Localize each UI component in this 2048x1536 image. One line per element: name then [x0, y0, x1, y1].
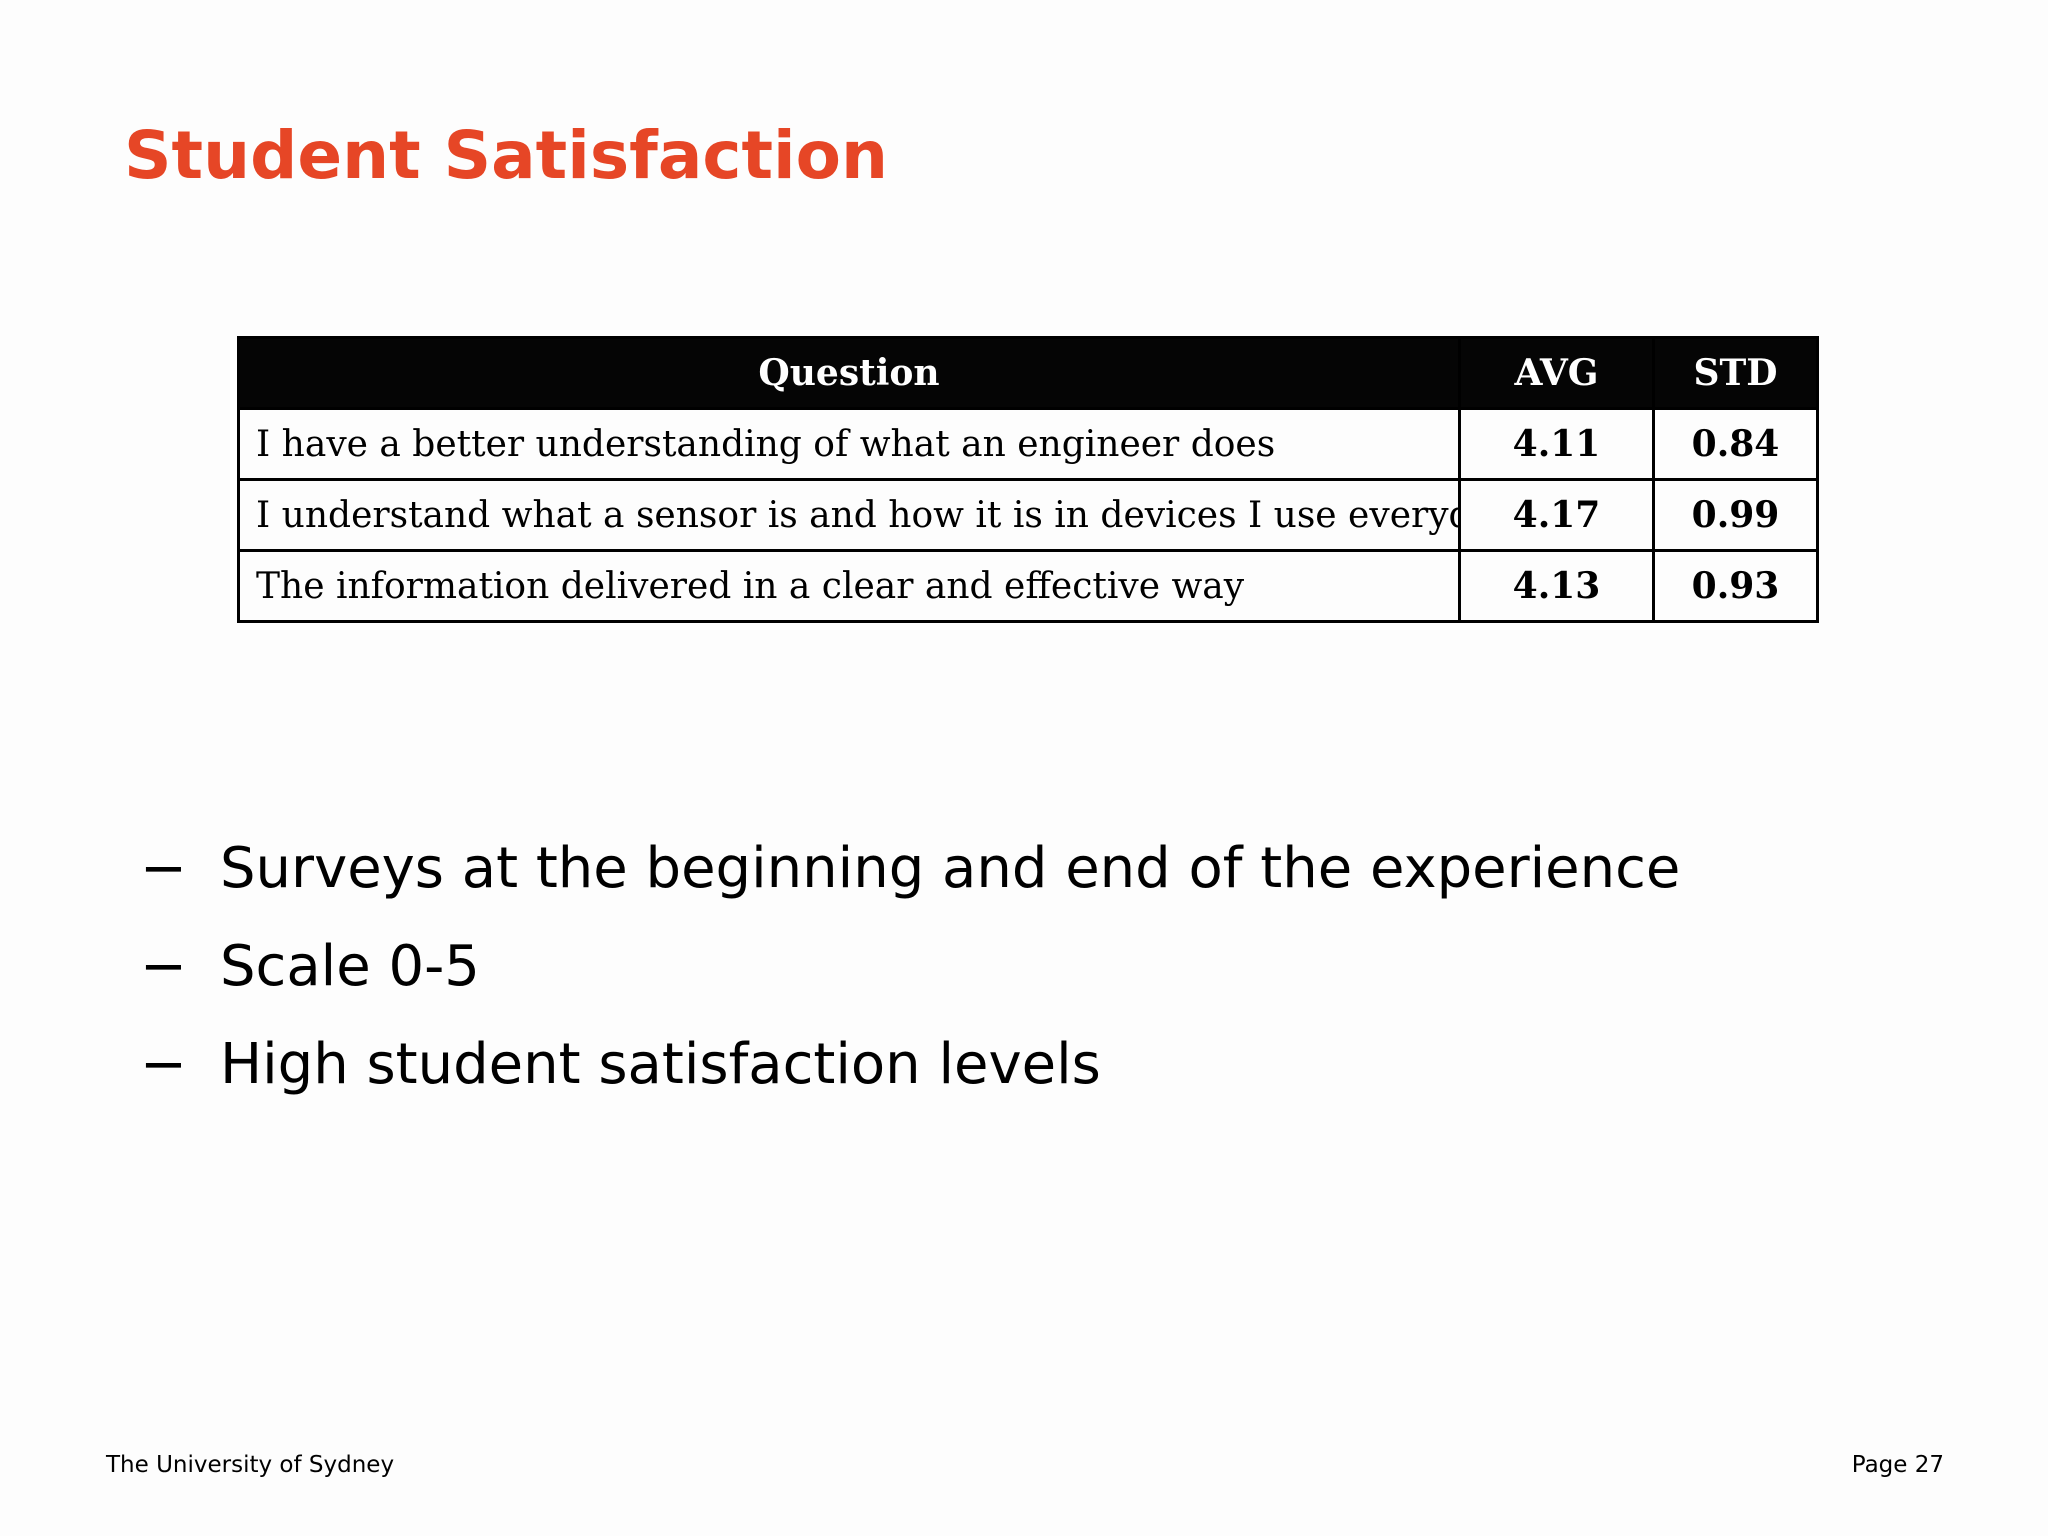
- dash-bullet-icon: −: [140, 836, 187, 901]
- bullet-text: High student satisfaction levels: [220, 1032, 1101, 1097]
- bullet-text: Scale 0-5: [220, 934, 480, 999]
- column-header-question: Question: [237, 336, 1461, 410]
- page-number: Page 27: [1851, 1452, 1944, 1478]
- list-item: − Surveys at the beginning and end of th…: [140, 820, 1680, 918]
- std-cell: 0.84: [1652, 407, 1819, 481]
- dash-bullet-icon: −: [140, 934, 187, 999]
- footer-institution: The University of Sydney: [106, 1452, 395, 1478]
- column-header-avg: AVG: [1458, 336, 1655, 410]
- list-item: − Scale 0-5: [140, 918, 1680, 1016]
- survey-results-table: Question AVG STD I have a better underst…: [237, 336, 1819, 623]
- std-cell: 0.93: [1652, 549, 1819, 623]
- table-row: I have a better understanding of what an…: [237, 407, 1819, 481]
- bullet-text: Surveys at the beginning and end of the …: [220, 836, 1681, 901]
- table-row: The information delivered in a clear and…: [237, 549, 1819, 623]
- table-row: I understand what a sensor is and how it…: [237, 478, 1819, 552]
- question-cell: The information delivered in a clear and…: [237, 549, 1461, 623]
- avg-cell: 4.13: [1458, 549, 1655, 623]
- std-cell: 0.99: [1652, 478, 1819, 552]
- dash-bullet-icon: −: [140, 1032, 187, 1097]
- question-cell: I have a better understanding of what an…: [237, 407, 1461, 481]
- column-header-std: STD: [1652, 336, 1819, 410]
- question-cell: I understand what a sensor is and how it…: [237, 478, 1461, 552]
- bullet-list: − Surveys at the beginning and end of th…: [140, 820, 1680, 1114]
- avg-cell: 4.11: [1458, 407, 1655, 481]
- avg-cell: 4.17: [1458, 478, 1655, 552]
- list-item: − High student satisfaction levels: [140, 1016, 1680, 1114]
- table-header-row: Question AVG STD: [237, 336, 1819, 410]
- slide-title: Student Satisfaction: [124, 117, 888, 194]
